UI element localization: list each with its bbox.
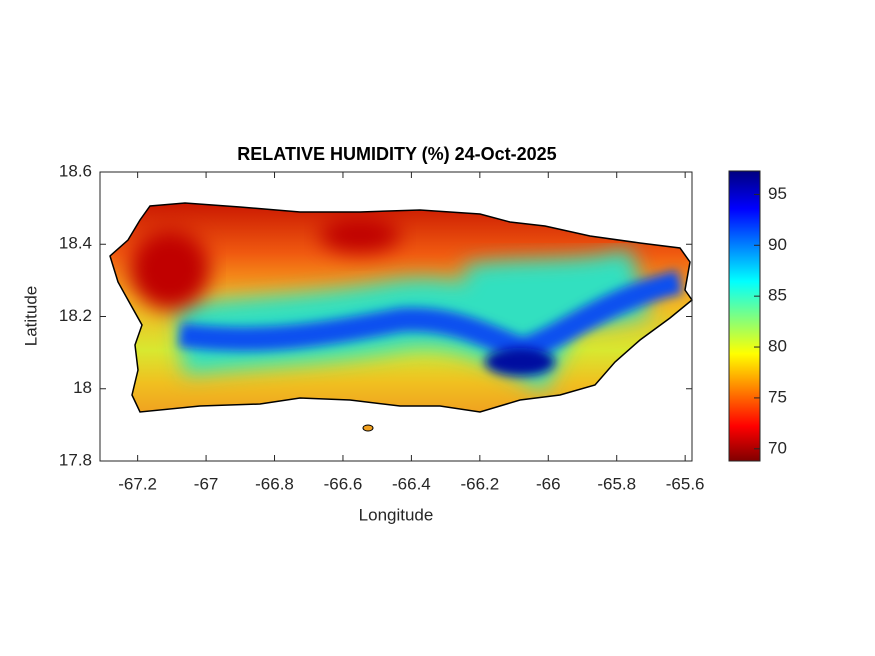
colorbar-tick-label: 80 <box>768 337 787 356</box>
colorbar <box>728 170 761 462</box>
x-tick-label: -65.6 <box>666 474 705 493</box>
y-tick-label: 18.6 <box>59 161 92 180</box>
x-tick-label: -66.2 <box>460 474 499 493</box>
x-axis-label: Longitude <box>359 505 434 524</box>
colorbar-tick-label: 95 <box>768 184 787 203</box>
x-tick-label: -66 <box>536 474 561 493</box>
x-tick-label: -66.6 <box>324 474 363 493</box>
x-tick-label: -67.2 <box>118 474 157 493</box>
y-axis-label: Latitude <box>21 286 40 347</box>
y-tick-label: 18 <box>73 378 92 397</box>
x-tick-label: -67 <box>194 474 219 493</box>
colorbar-tick-label: 70 <box>768 438 787 457</box>
colorbar-tick-label: 85 <box>768 286 787 305</box>
colorbar-tick-label: 90 <box>768 235 787 254</box>
humidity-field <box>110 203 692 412</box>
x-tick-label: -66.4 <box>392 474 431 493</box>
x-tick-label: -65.8 <box>597 474 636 493</box>
island-islet <box>362 424 374 432</box>
y-tick-label: 18.4 <box>59 234 92 253</box>
colorbar-tick-label: 75 <box>768 387 787 406</box>
x-tick-label: -66.8 <box>255 474 294 493</box>
chart-title: RELATIVE HUMIDITY (%) 24-Oct-2025 <box>237 144 556 164</box>
y-tick-label: 17.8 <box>59 450 92 469</box>
y-tick-label: 18.2 <box>59 306 92 325</box>
